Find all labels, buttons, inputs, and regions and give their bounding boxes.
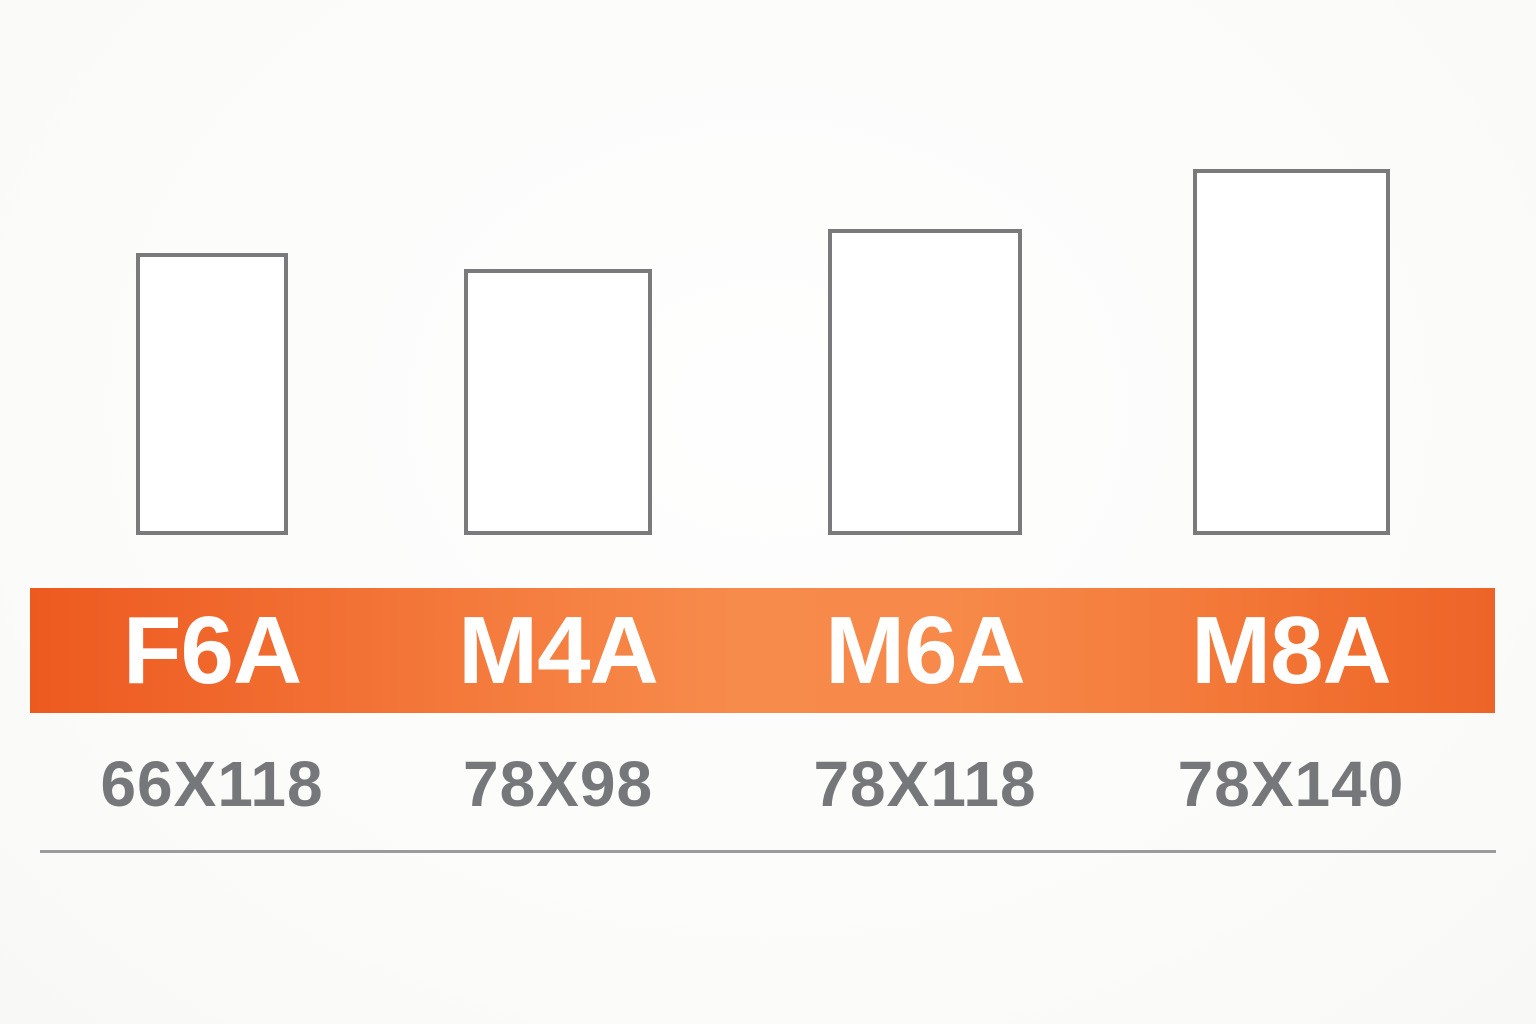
model-label-f6a: F6A	[122, 596, 302, 704]
divider-line	[40, 850, 1496, 853]
model-name-band: F6A M4A M6A M8A	[30, 588, 1495, 713]
model-label-m4a: M4A	[458, 596, 659, 704]
battery-outline-m6a	[828, 229, 1022, 535]
battery-outline-f6a	[136, 253, 288, 535]
battery-outline-m8a	[1193, 169, 1390, 535]
dimension-label-m6a: 78X118	[813, 748, 1037, 820]
model-label-m8a: M8A	[1191, 596, 1392, 704]
dimension-label-m8a: 78X140	[1177, 748, 1405, 820]
model-label-m6a: M6A	[825, 596, 1026, 704]
dimension-label-f6a: 66X118	[100, 748, 324, 820]
battery-outline-m4a	[464, 269, 652, 535]
dimension-label-m4a: 78X98	[462, 748, 654, 820]
